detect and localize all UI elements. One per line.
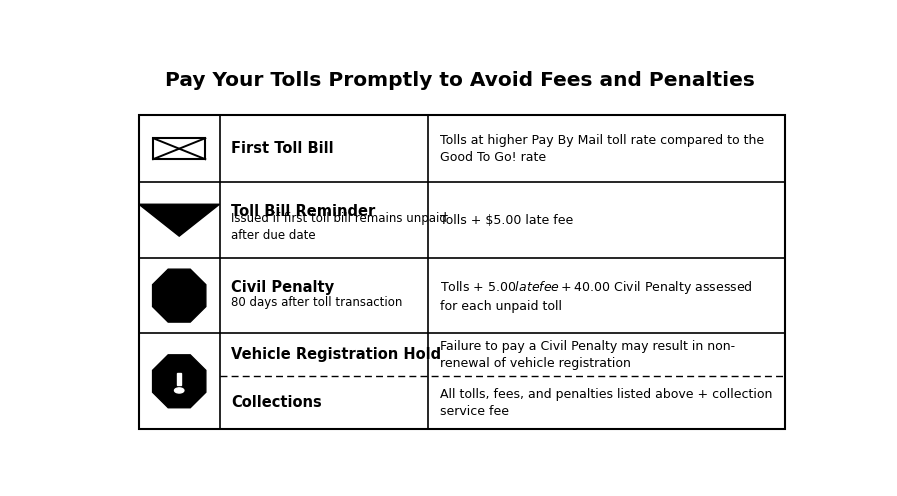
Polygon shape	[152, 269, 205, 322]
Text: Toll Bill Reminder: Toll Bill Reminder	[231, 204, 375, 219]
Text: All tolls, fees, and penalties listed above + collection
service fee: All tolls, fees, and penalties listed ab…	[440, 388, 772, 418]
Text: Issued if first toll bill remains unpaid
after due date: Issued if first toll bill remains unpaid…	[231, 212, 447, 242]
Bar	[153, 138, 205, 159]
Text: Civil Penalty: Civil Penalty	[231, 280, 334, 295]
Text: Failure to pay a Civil Penalty may result in non-
renewal of vehicle registratio: Failure to pay a Civil Penalty may resul…	[440, 340, 735, 370]
Text: 80 days after toll transaction: 80 days after toll transaction	[231, 296, 403, 309]
Text: Pay Your Tolls Promptly to Avoid Fees and Penalties: Pay Your Tolls Promptly to Avoid Fees an…	[165, 71, 754, 90]
Text: Tolls at higher Pay By Mail toll rate compared to the
Good To Go! rate: Tolls at higher Pay By Mail toll rate co…	[440, 134, 763, 164]
Bar	[177, 372, 181, 385]
Circle shape	[175, 388, 184, 393]
Text: Collections: Collections	[231, 395, 322, 410]
Text: Vehicle Registration Hold: Vehicle Registration Hold	[231, 347, 441, 363]
Text: Tolls + $5.00 late fee + $40.00 Civil Penalty assessed
for each unpaid toll: Tolls + $5.00 late fee + $40.00 Civil Pe…	[440, 279, 753, 312]
Text: Tolls + $5.00 late fee: Tolls + $5.00 late fee	[440, 214, 573, 227]
Text: First Toll Bill: First Toll Bill	[231, 141, 334, 156]
Polygon shape	[139, 204, 220, 236]
Bar	[138, 115, 785, 429]
Polygon shape	[152, 355, 205, 408]
